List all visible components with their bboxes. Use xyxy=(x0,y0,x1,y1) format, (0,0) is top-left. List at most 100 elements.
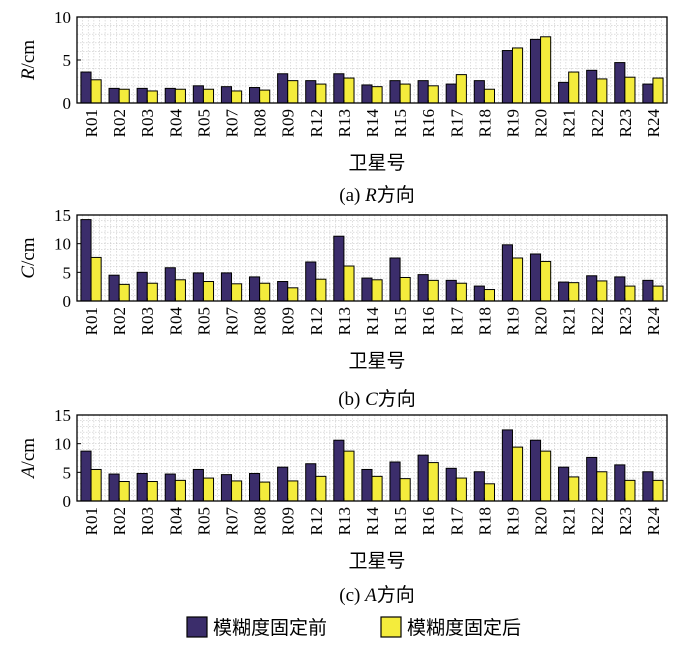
grid xyxy=(76,16,667,104)
x-axis-label: 卫星号 xyxy=(348,152,405,174)
bar-after-R20 xyxy=(540,260,552,302)
x-tick-label: R22 xyxy=(588,507,607,535)
bar-after-R07 xyxy=(231,480,243,502)
bar-before-R07 xyxy=(220,272,233,302)
bar-after-R04 xyxy=(174,88,186,104)
x-tick-label: R15 xyxy=(391,307,410,335)
bar-after-R03 xyxy=(146,481,158,502)
bar-before-R12 xyxy=(305,261,317,302)
x-tick-label: R05 xyxy=(194,109,213,137)
bar-after-R22 xyxy=(596,471,608,502)
bar-after-R13 xyxy=(343,77,355,104)
bar-after-R20 xyxy=(540,36,552,104)
y-axis-label: R/cm xyxy=(18,40,39,81)
x-tick-label: R17 xyxy=(447,507,466,536)
bar-after-R08 xyxy=(259,481,271,502)
x-tick-label: R24 xyxy=(644,307,663,336)
bar-after-R02 xyxy=(118,88,130,104)
y-tick-label: 5 xyxy=(63,463,72,482)
x-tick-label: R12 xyxy=(307,307,326,335)
bar-before-R09 xyxy=(277,73,289,104)
caption-suffix: 方向 xyxy=(377,184,415,206)
bar-before-R20 xyxy=(529,439,542,502)
bar-after-R16 xyxy=(427,462,439,502)
bar-before-R04 xyxy=(164,267,176,302)
legend-swatch-before xyxy=(186,616,208,638)
bar-after-R05 xyxy=(202,281,215,302)
bar-before-R20 xyxy=(529,253,542,302)
bar-before-R01 xyxy=(80,219,92,302)
bar-after-R12 xyxy=(315,475,327,502)
bar-before-R18 xyxy=(473,80,485,104)
bar-after-R20 xyxy=(540,450,552,502)
bar-after-R21 xyxy=(568,476,580,502)
bar-after-R12 xyxy=(315,83,327,104)
y-tick-label: 15 xyxy=(54,406,71,425)
x-tick-label: R19 xyxy=(503,507,522,535)
bar-before-R05 xyxy=(192,468,204,502)
bar-before-R17 xyxy=(445,83,457,104)
y-tick-label: 5 xyxy=(63,51,72,70)
bar-before-R17 xyxy=(445,467,457,502)
x-tick-label: R05 xyxy=(194,307,213,335)
x-tick-label: R02 xyxy=(110,109,129,137)
bar-before-R15 xyxy=(389,461,401,502)
y-axis-label-var: A xyxy=(18,466,39,480)
plot-frame xyxy=(76,414,668,502)
bar-before-R04 xyxy=(164,473,176,502)
panel-caption: (b) C方向 xyxy=(338,388,416,410)
bar-after-R01 xyxy=(90,79,102,104)
x-tick-label: R24 xyxy=(644,109,663,138)
x-tick-label: R18 xyxy=(475,307,494,335)
x-tick-label: R01 xyxy=(82,507,101,535)
bar-before-R12 xyxy=(305,463,317,502)
bar-after-R01 xyxy=(90,256,102,302)
x-tick-label: R16 xyxy=(419,307,438,335)
bar-before-R07 xyxy=(220,86,233,104)
x-tick-label: R04 xyxy=(166,109,185,138)
bar-after-R16 xyxy=(427,85,439,104)
bar-before-R23 xyxy=(614,62,626,104)
x-tick-label: R09 xyxy=(279,307,298,335)
x-tick-label: R23 xyxy=(616,507,635,535)
bar-before-R18 xyxy=(473,285,485,302)
chart-panel-3: R01 R02 R03 R04 R05 R07 R08 R09 R12 R13 R14 R15 R16 R… xyxy=(18,406,668,606)
bar-before-R15 xyxy=(389,257,401,302)
bar-before-R23 xyxy=(614,464,626,502)
x-tick-label: R05 xyxy=(194,507,213,535)
bar-before-R05 xyxy=(192,272,204,302)
bar-before-R19 xyxy=(501,429,513,502)
bar-after-R14 xyxy=(371,86,383,104)
x-tick-label: R20 xyxy=(532,109,551,137)
bar-before-R24 xyxy=(642,83,654,104)
plot-frame xyxy=(76,214,668,302)
chart-panel-1: R01 R02 R03 R04 R05 R07 R08 R09 R12 R13 R14 R15 R16 R… xyxy=(18,8,668,206)
bar-after-R24 xyxy=(652,479,664,502)
panel-caption: (a) R方向 xyxy=(339,184,414,206)
bar-after-R18 xyxy=(483,289,495,302)
bar-before-R16 xyxy=(417,454,429,502)
x-tick-label: R13 xyxy=(335,307,354,335)
x-tick-label: R08 xyxy=(251,109,270,137)
bar-before-R09 xyxy=(277,281,289,302)
bar-before-R22 xyxy=(586,456,598,502)
bar-after-R09 xyxy=(287,80,299,104)
bar-before-R03 xyxy=(136,87,148,104)
bar-before-R14 xyxy=(361,84,373,104)
x-tick-label: R13 xyxy=(335,507,354,535)
x-tick-label: R03 xyxy=(138,507,157,535)
y-tick-label: 0 xyxy=(63,292,72,311)
y-tick-label: 0 xyxy=(63,94,72,113)
bar-after-R19 xyxy=(511,446,524,502)
x-tick-label: R17 xyxy=(447,307,466,336)
bar-before-R13 xyxy=(333,235,345,302)
x-tick-label: R19 xyxy=(503,109,522,137)
bar-after-R08 xyxy=(259,282,271,302)
bar-after-R14 xyxy=(371,279,383,302)
bar-before-R02 xyxy=(108,274,120,302)
bar-after-R21 xyxy=(568,71,580,104)
x-tick-label: R17 xyxy=(447,109,466,138)
bar-before-R02 xyxy=(108,87,120,104)
bar-after-R24 xyxy=(652,77,664,104)
bar-after-R16 xyxy=(427,279,439,302)
